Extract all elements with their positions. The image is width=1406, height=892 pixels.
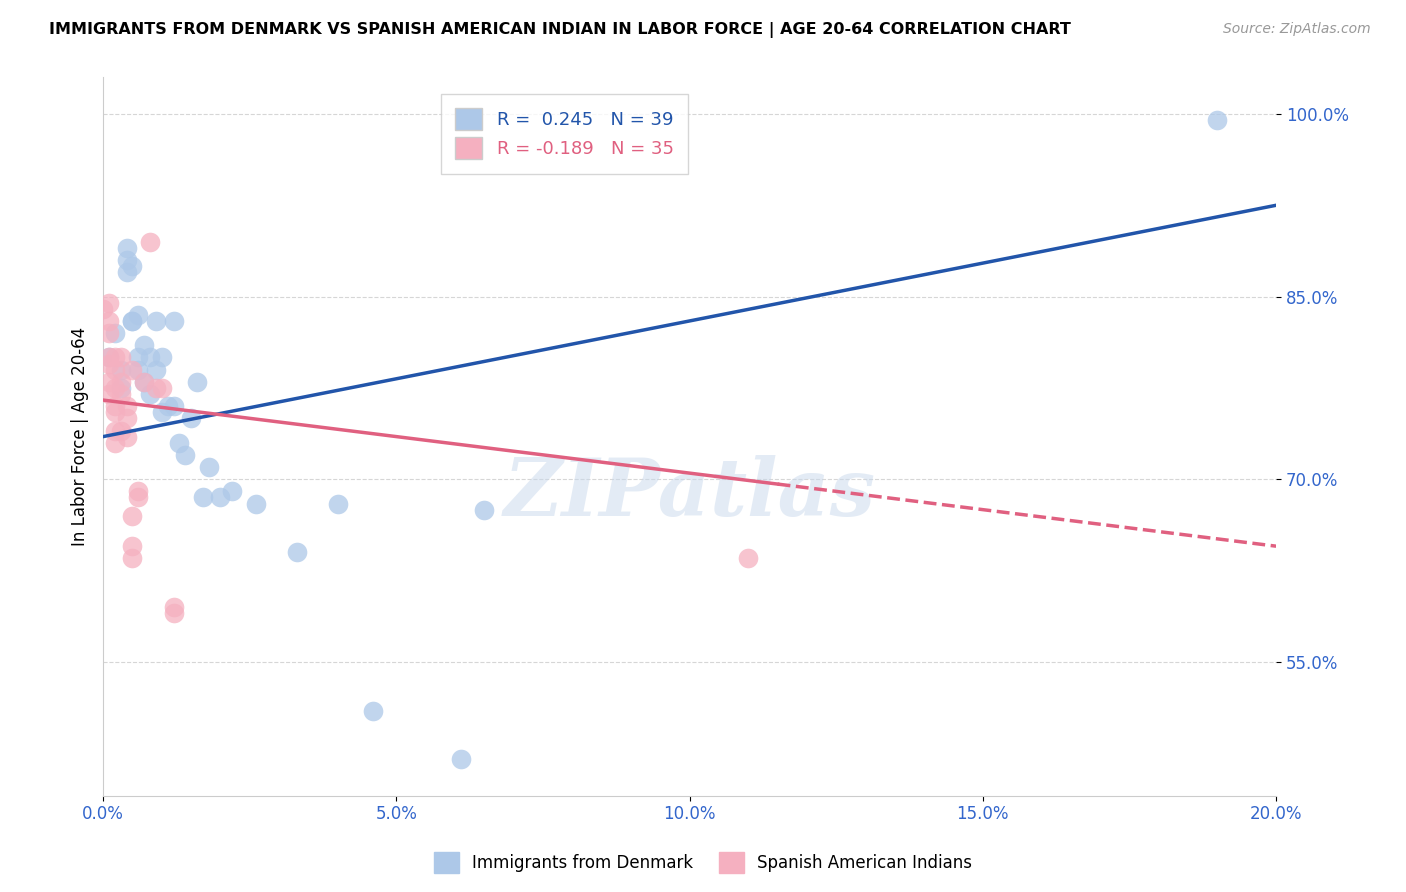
Point xyxy=(139,387,162,401)
Point xyxy=(209,491,232,505)
Point xyxy=(115,265,138,279)
Point xyxy=(121,362,143,376)
Point xyxy=(150,405,173,419)
Point xyxy=(115,411,138,425)
Legend: R =  0.245   N = 39, R = -0.189   N = 35: R = 0.245 N = 39, R = -0.189 N = 35 xyxy=(440,94,688,174)
Text: Source: ZipAtlas.com: Source: ZipAtlas.com xyxy=(1223,22,1371,37)
Point xyxy=(245,497,267,511)
Point xyxy=(104,362,127,376)
Point xyxy=(145,362,167,376)
Point xyxy=(450,752,472,766)
Point xyxy=(127,484,149,499)
Point xyxy=(110,351,132,365)
Point xyxy=(104,424,127,438)
Point xyxy=(115,399,138,413)
Point xyxy=(127,308,149,322)
Point xyxy=(180,411,202,425)
Point xyxy=(104,381,127,395)
Point xyxy=(110,375,132,389)
Point xyxy=(162,606,184,620)
Point xyxy=(326,497,349,511)
Point xyxy=(110,362,132,376)
Point xyxy=(127,351,149,365)
Point xyxy=(191,491,214,505)
Point xyxy=(121,259,143,273)
Point xyxy=(186,375,208,389)
Point xyxy=(110,424,132,438)
Point xyxy=(150,381,173,395)
Point xyxy=(110,381,132,395)
Text: ZIPatlas: ZIPatlas xyxy=(503,455,876,533)
Point xyxy=(121,314,143,328)
Point xyxy=(150,351,173,365)
Point xyxy=(98,351,121,365)
Legend: Immigrants from Denmark, Spanish American Indians: Immigrants from Denmark, Spanish America… xyxy=(427,846,979,880)
Point xyxy=(115,253,138,268)
Point xyxy=(104,326,127,340)
Point xyxy=(145,314,167,328)
Point xyxy=(1206,113,1229,128)
Point xyxy=(115,241,138,255)
Point xyxy=(98,357,121,371)
Point xyxy=(98,375,121,389)
Point xyxy=(134,338,156,352)
Y-axis label: In Labor Force | Age 20-64: In Labor Force | Age 20-64 xyxy=(72,327,89,546)
Point xyxy=(104,399,127,413)
Point xyxy=(98,326,121,340)
Point xyxy=(145,381,167,395)
Point xyxy=(121,539,143,553)
Point xyxy=(156,399,179,413)
Point xyxy=(98,295,121,310)
Point xyxy=(221,484,243,499)
Point xyxy=(737,551,759,566)
Point xyxy=(98,387,121,401)
Point xyxy=(98,314,121,328)
Point xyxy=(162,600,184,615)
Point xyxy=(104,435,127,450)
Point xyxy=(110,387,132,401)
Point xyxy=(121,551,143,566)
Point xyxy=(134,375,156,389)
Point xyxy=(115,429,138,443)
Point xyxy=(285,545,308,559)
Point xyxy=(472,502,495,516)
Point xyxy=(121,508,143,523)
Point xyxy=(139,351,162,365)
Point xyxy=(162,314,184,328)
Point xyxy=(139,235,162,249)
Point xyxy=(197,460,219,475)
Point xyxy=(127,362,149,376)
Point xyxy=(104,405,127,419)
Point xyxy=(91,301,114,316)
Point xyxy=(162,399,184,413)
Text: IMMIGRANTS FROM DENMARK VS SPANISH AMERICAN INDIAN IN LABOR FORCE | AGE 20-64 CO: IMMIGRANTS FROM DENMARK VS SPANISH AMERI… xyxy=(49,22,1071,38)
Point xyxy=(127,491,149,505)
Point xyxy=(134,375,156,389)
Point xyxy=(361,704,384,718)
Point xyxy=(169,435,191,450)
Point xyxy=(174,448,197,462)
Point xyxy=(98,351,121,365)
Point xyxy=(104,351,127,365)
Point xyxy=(121,314,143,328)
